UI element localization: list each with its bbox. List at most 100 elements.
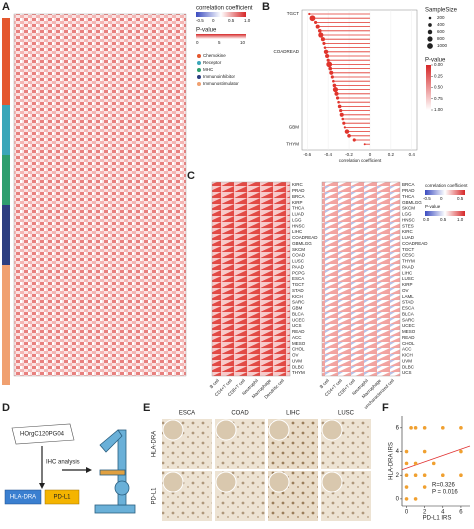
layout (4, 13, 401, 514)
colorbar (196, 12, 246, 17)
legend-label: Immunostimulator (203, 81, 239, 86)
x-tick-label: 0 (369, 152, 372, 157)
colorbar (196, 34, 246, 39)
row-label: TGCT (292, 282, 304, 287)
point (459, 426, 463, 430)
point (459, 473, 463, 478)
legend-tick: 0 (440, 196, 443, 201)
col-label: LUSC (338, 411, 355, 417)
legend-tick: 200 (437, 15, 445, 20)
lollipop-dot (343, 126, 346, 129)
legend-tick: 0.0 (423, 217, 430, 222)
point (459, 449, 463, 454)
row-label: UCEC (292, 317, 306, 322)
legend-tick: 0.5 (457, 196, 464, 201)
legend-label: Chemokine (203, 53, 226, 58)
legend-tick: 0.5 (440, 217, 447, 222)
point (404, 461, 409, 466)
x-axis-label: correlation coefficient (339, 158, 382, 163)
col-label: B cell (319, 378, 330, 389)
panel-letter: F (382, 402, 389, 414)
ihc-inset (215, 471, 237, 493)
arrowhead (39, 483, 45, 489)
y-tick-label: COADREAD (273, 49, 299, 54)
ihc-inset (268, 419, 290, 441)
row-label: UCS (402, 370, 412, 375)
legend-swatch (197, 54, 201, 58)
col-label: B cell (209, 378, 220, 389)
lollipop-dot (342, 121, 346, 125)
ihc-inset (321, 419, 343, 441)
legend-tick: 1.0 (457, 217, 464, 222)
point (422, 426, 427, 430)
legend-tick: 1.00 (434, 107, 443, 112)
x-tick-label: 0.2 (388, 152, 395, 157)
row-label: ESCA (292, 276, 304, 281)
x-tick-label: 0 (405, 510, 409, 516)
category-bar (2, 105, 10, 155)
legend-tick: 800 (437, 36, 445, 41)
legend-tick: 0.75 (434, 96, 443, 101)
row-label: CHOL (292, 347, 305, 352)
lollipop-dot (315, 24, 320, 29)
row-label: BRCA (402, 182, 415, 187)
box-pdl1 (44, 489, 80, 505)
row-label: OV (402, 288, 409, 293)
ihc-inset (215, 419, 237, 441)
point (404, 497, 409, 501)
slide-label: HOrgC120PG04 (20, 432, 65, 438)
lollipop-dot (323, 49, 329, 55)
row-label: GBM (292, 306, 303, 311)
lollipop-dot (320, 37, 325, 42)
lollipop-dot (332, 79, 335, 83)
legend-tick: 0.5 (228, 18, 235, 23)
box-hla (4, 489, 42, 505)
legend-tick: 1000 (437, 43, 448, 48)
row-label: COAD (292, 253, 306, 258)
colorbar (425, 211, 465, 216)
point (404, 449, 409, 454)
row-label: THCA (292, 206, 304, 211)
legend-title: P-value (425, 204, 441, 209)
box-label: PD-L1 (53, 495, 71, 501)
row-label: LGG (292, 217, 302, 222)
point (409, 426, 413, 430)
row-label: SARC (402, 317, 415, 322)
row-label: STAD (292, 288, 304, 293)
legend-tick: 400 (437, 22, 445, 27)
ihc-inset (321, 471, 343, 493)
point (404, 485, 409, 489)
plot-frame (301, 9, 418, 151)
x-tick-label: 2 (423, 510, 427, 516)
point (431, 461, 436, 466)
point (413, 497, 418, 501)
y-tick-label: GBM (289, 125, 300, 130)
legend-size (428, 23, 432, 27)
x-tick-label: 4 (441, 510, 445, 516)
y-tick-label: THYM (286, 141, 299, 146)
lollipop-dot (363, 143, 366, 146)
row-label: HLA-DRA (152, 431, 158, 457)
lollipop-dot (314, 20, 318, 24)
row-label: READ (402, 335, 415, 340)
lollipop-dot (325, 53, 330, 59)
col-label: ESCA (179, 411, 195, 417)
row-label: READ (292, 329, 305, 334)
row-label: BLCA (402, 311, 414, 316)
legend-title: correlation coefficient (196, 6, 253, 12)
y-tick-label: 4 (396, 449, 400, 455)
row-label: PAAD (292, 264, 305, 269)
legend-label: MHC (203, 67, 214, 72)
step-label: IHC analysis (46, 460, 80, 466)
point (422, 485, 427, 489)
legend-label: Receptor (203, 60, 222, 65)
legend-swatch (197, 82, 201, 86)
slide (11, 423, 75, 445)
row-label: CHOL (402, 341, 415, 346)
row-label: THYM (402, 259, 415, 264)
legend-tick: 10 (240, 40, 246, 45)
panel-letter: D (2, 402, 10, 414)
lollipop-dot (332, 83, 337, 88)
lollipop-dot (335, 96, 340, 100)
